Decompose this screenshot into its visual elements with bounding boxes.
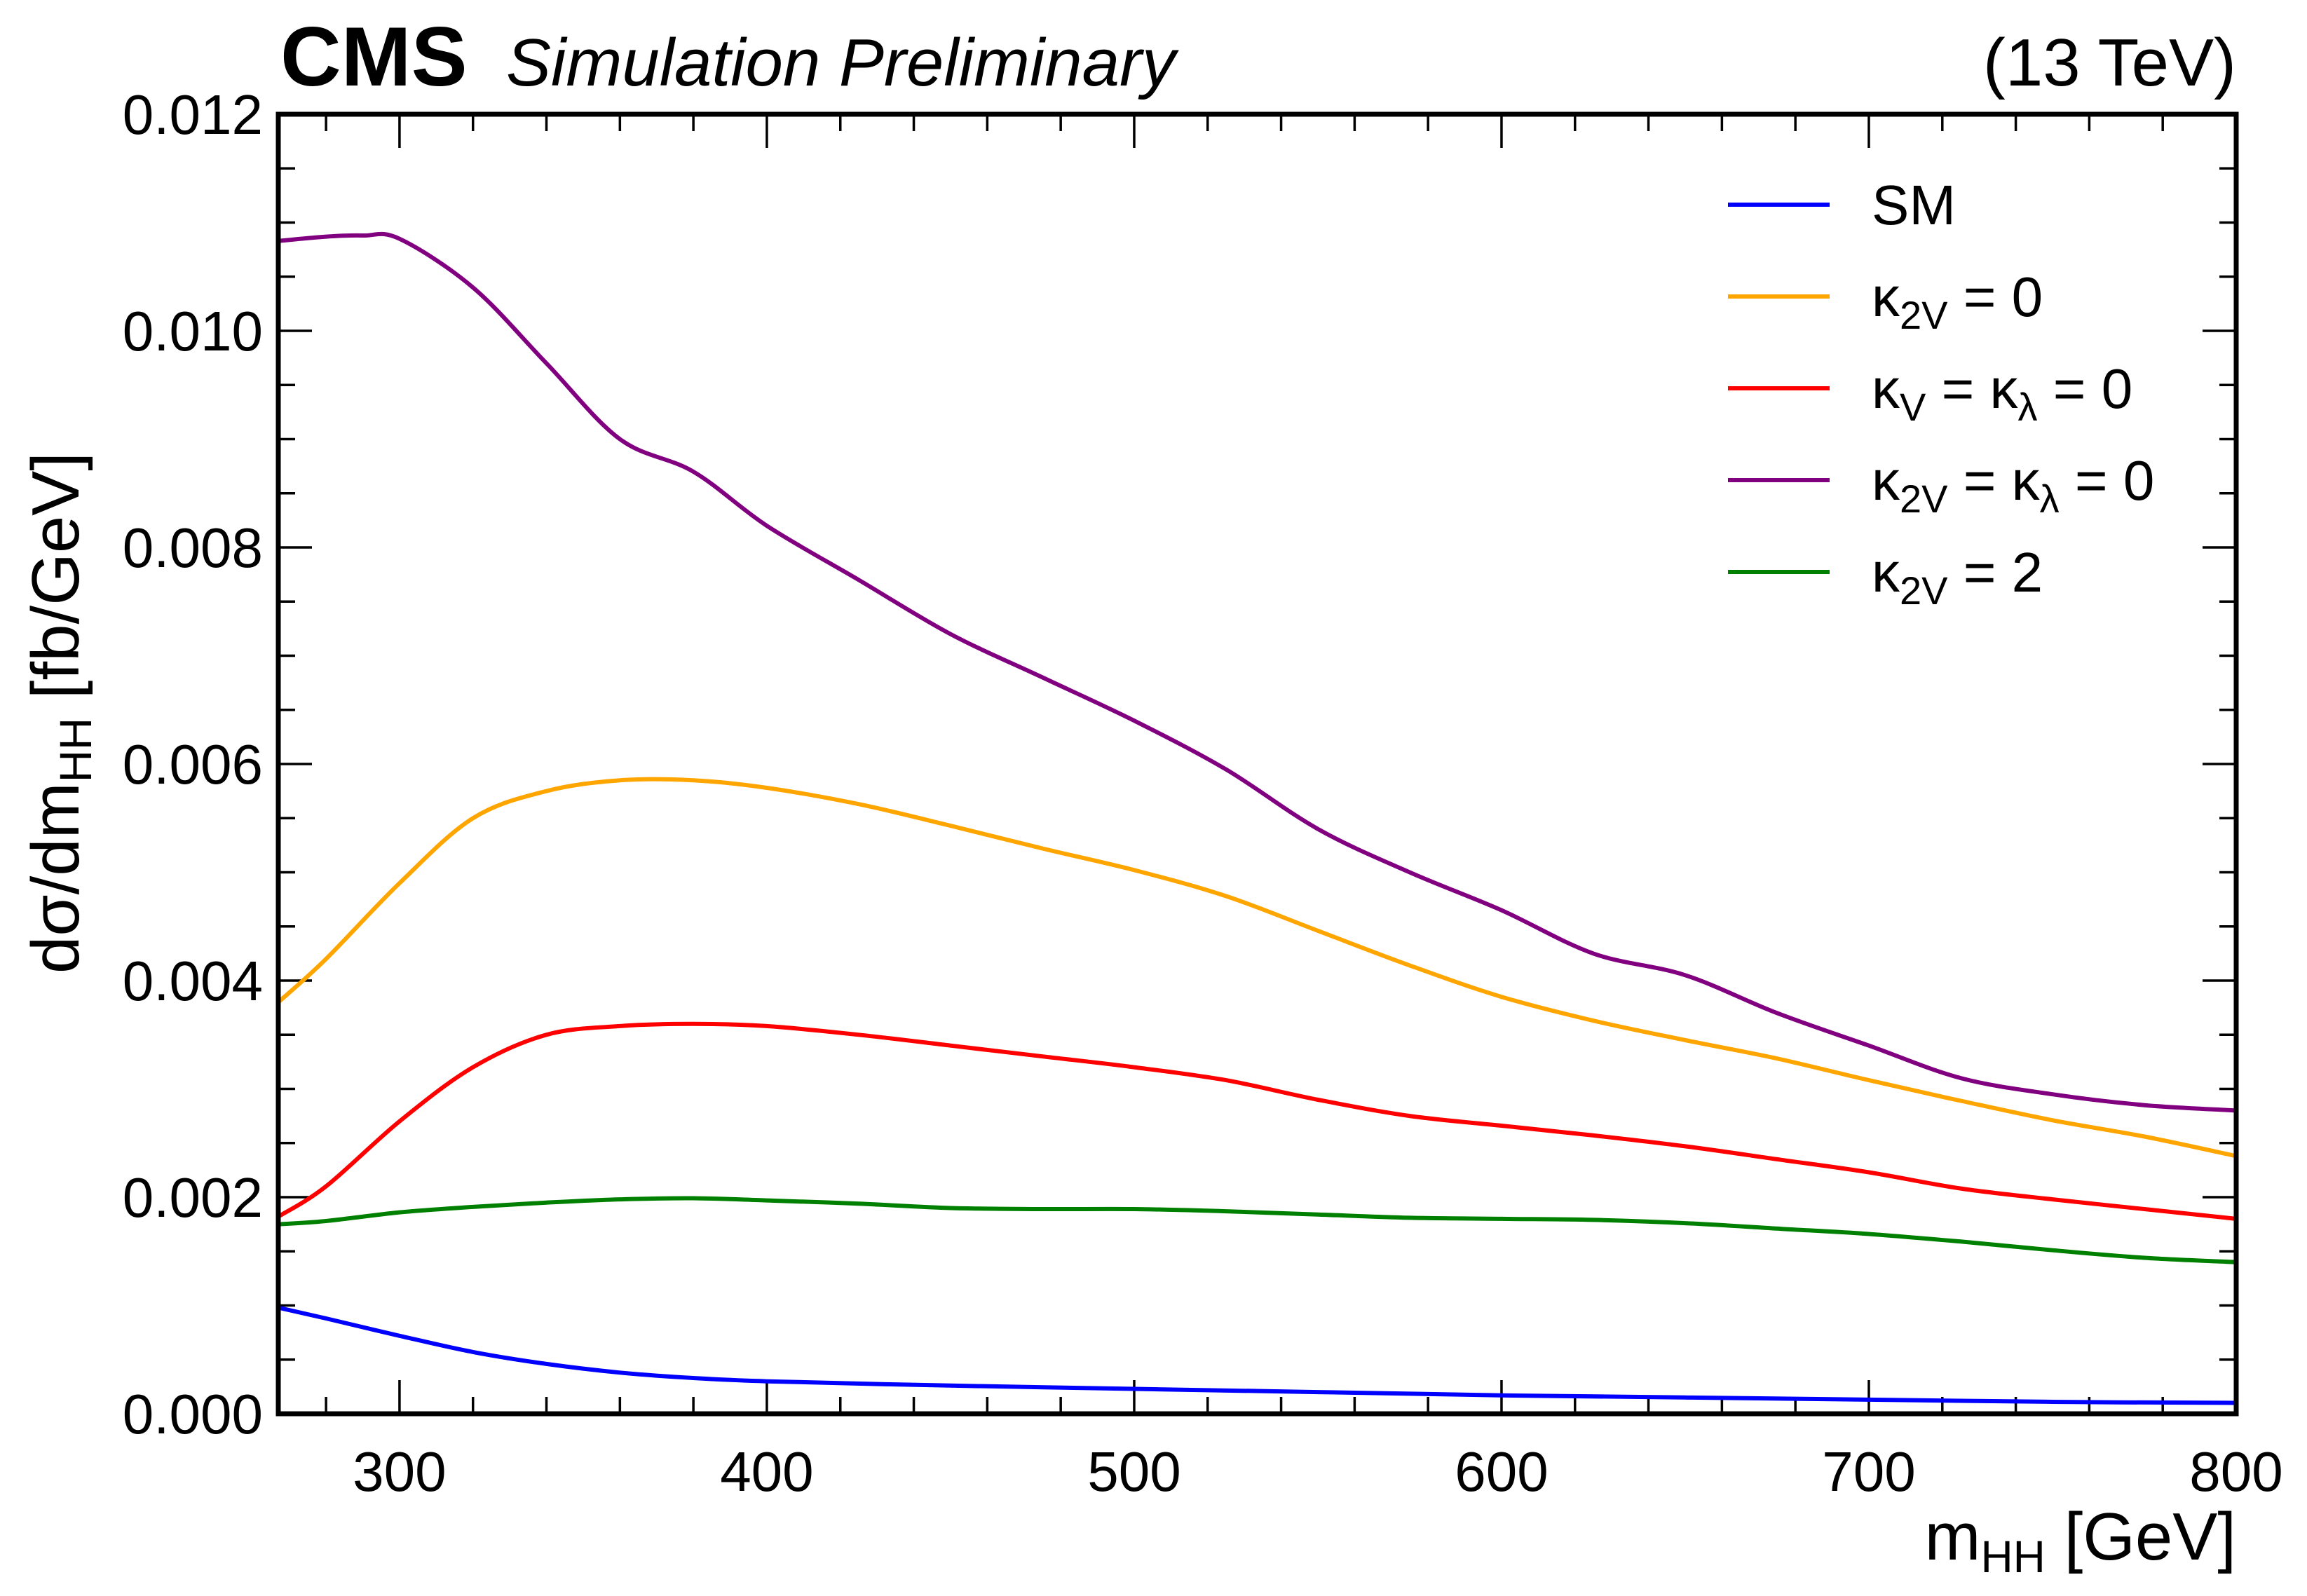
series-line-2 <box>277 1021 2237 1221</box>
cms-label: CMS <box>280 10 468 104</box>
x-tick-label: 600 <box>1455 1440 1548 1503</box>
legend-label-0: SM <box>1872 174 1956 236</box>
series-line-4 <box>278 1196 2237 1264</box>
x-tick-label: 800 <box>2189 1440 2282 1503</box>
legend: SM κ2V = 0 κV = κλ = 0 κ2V = κλ = 0 κ2V = 2 <box>1728 174 2154 613</box>
x-tick-label: 400 <box>720 1440 813 1503</box>
subtitle: Simulation Preliminary <box>506 25 1179 100</box>
y-tick-label: 0.002 <box>123 1166 263 1229</box>
legend-label-2: κV = κλ = 0 <box>1872 357 2132 429</box>
x-tick-label: 300 <box>353 1440 446 1503</box>
tick-labels: 300 400 500 600 700 800 0.000 0.002 0.004 0.006 0.… <box>123 83 2283 1503</box>
x-tick-label: 500 <box>1087 1440 1180 1503</box>
y-tick-label: 0.008 <box>123 517 263 579</box>
legend-label-3: κ2V = κλ = 0 <box>1872 449 2154 521</box>
series-line-3 <box>278 231 2237 1113</box>
plot-frame <box>275 111 2239 1417</box>
y-axis-title: dσ/dmHH [fb/GeV] <box>18 452 101 974</box>
y-tick-label: 0.012 <box>123 83 263 146</box>
legend-label-4: κ2V = 2 <box>1872 541 2043 613</box>
energy-label: (13 TeV) <box>1983 25 2236 100</box>
series-line-1 <box>276 777 2237 1159</box>
x-tick-label: 700 <box>1822 1440 1915 1503</box>
series-line-0 <box>278 1305 2237 1405</box>
y-tick-label: 0.010 <box>123 300 263 362</box>
legend-label-1: κ2V = 0 <box>1872 266 2043 337</box>
y-tick-label: 0.004 <box>123 950 263 1012</box>
series-layer <box>276 231 2237 1405</box>
y-tick-label: 0.006 <box>123 733 263 796</box>
x-axis-title: mHH [GeV] <box>1924 1499 2236 1582</box>
y-tick-label: 0.000 <box>123 1383 263 1445</box>
